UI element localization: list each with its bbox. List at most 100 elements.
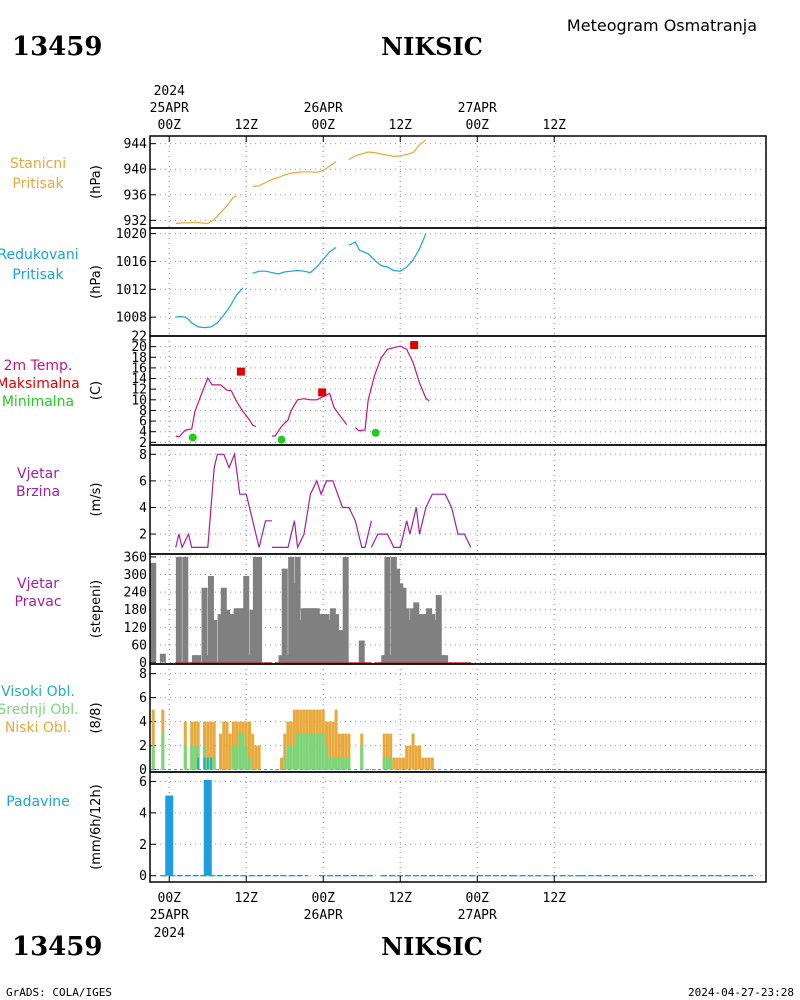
low-cloud-bar: [347, 733, 351, 770]
y-tick-label: 10: [131, 393, 147, 408]
direction-bar: [381, 655, 388, 663]
chart-title: Meteogram Osmatranja: [567, 16, 757, 35]
time-tick-bottom: 12Z: [389, 891, 413, 906]
direction-bar: [310, 608, 317, 663]
panel-label: Vjetar: [17, 576, 59, 592]
panel-vjetar-brzina: 2 4 6 8 (m/s) Vjetar Brzina: [16, 444, 767, 555]
high-cloud-bar: [206, 757, 209, 770]
y-tick-label: 1016: [116, 255, 147, 270]
low-cloud-bar: [212, 721, 216, 770]
low-cloud-bar: [219, 733, 223, 770]
panel-padavine: 0 2 4 6 (mm/6h/12h) Padavine: [6, 771, 767, 884]
mid-cloud-bar: [286, 745, 290, 770]
series-line: [271, 392, 348, 437]
mid-cloud-bar: [385, 757, 389, 770]
series-line: [252, 161, 337, 188]
y-tick-label: 300: [124, 568, 147, 583]
time-tick-bottom: 12Z: [235, 891, 259, 906]
panel-label: Brzina: [16, 484, 60, 500]
time-tick-top: 12Z: [235, 118, 259, 133]
low-cloud-bar: [408, 745, 412, 770]
series-line: [348, 233, 427, 272]
panel-label: Pritisak: [12, 267, 64, 283]
footer-left: GrADS: COLA/IGES: [6, 986, 112, 999]
low-cloud-bar: [405, 745, 409, 770]
low-cloud-bar: [395, 757, 399, 770]
time-tick-bottom: 00Z: [312, 891, 336, 906]
y-tick-label: 120: [124, 621, 147, 636]
time-tick-top: 00Z: [158, 118, 182, 133]
low-cloud-bar: [206, 721, 210, 770]
day-label-top: 25APR: [150, 101, 189, 116]
min-temp-marker: [277, 435, 286, 444]
direction-bar: [236, 608, 243, 663]
min-temp-marker: [371, 428, 380, 437]
mid-cloud-bar: [389, 757, 393, 770]
year-label-top: 2024: [154, 84, 185, 99]
direction-bar: [220, 587, 227, 663]
direction-bar: [336, 630, 343, 663]
mid-cloud-bar: [308, 733, 312, 770]
y-tick-label: 2: [139, 436, 147, 451]
precip-bar: [203, 779, 212, 876]
panel-label: Maksimalna: [0, 376, 80, 392]
low-cloud-bar: [257, 745, 261, 770]
time-tick-top: 12Z: [389, 118, 413, 133]
direction-bar: [387, 655, 394, 663]
y-tick-label: 4: [139, 425, 147, 440]
y-tick-label: 1020: [116, 227, 147, 242]
direction-bar: [256, 556, 263, 663]
time-tick-top: 12Z: [543, 118, 567, 133]
max-temp-marker: [318, 388, 327, 397]
direction-bar: [297, 620, 304, 663]
low-cloud-bar: [247, 721, 251, 770]
mid-cloud-bar: [344, 757, 348, 770]
y-tick-label: 18: [131, 351, 147, 366]
panel-label: Visoki Obl.: [1, 684, 75, 700]
mid-cloud-bar: [305, 733, 309, 770]
low-cloud-bar: [331, 721, 335, 770]
low-cloud-bar: [151, 709, 155, 770]
min-temp-marker: [188, 433, 197, 442]
day-label-bottom: 26APR: [304, 908, 343, 923]
day-label-top: 27APR: [458, 101, 497, 116]
y-tick-label: 14: [131, 372, 147, 387]
direction-bar: [390, 556, 397, 663]
station-name-bottom: NIKSIC: [381, 932, 483, 961]
series-line: [271, 479, 372, 550]
y-tick-label: 944: [124, 137, 148, 152]
low-cloud-bar: [430, 757, 434, 770]
mid-cloud-bar: [183, 745, 187, 770]
panel-label: Minimalna: [2, 394, 74, 410]
low-cloud-bar: [421, 757, 425, 770]
low-cloud-bar: [382, 733, 386, 770]
high-cloud-bar: [209, 757, 212, 770]
low-cloud-bar: [222, 721, 226, 770]
direction-bar: [281, 568, 288, 663]
mid-cloud-bar: [321, 733, 325, 770]
mid-cloud-bar: [328, 757, 332, 770]
direction-bar: [288, 556, 295, 663]
station-name-top: NIKSIC: [381, 32, 483, 61]
low-cloud-bar: [334, 709, 338, 770]
high-cloud-bar: [203, 757, 206, 770]
direction-bar: [182, 556, 189, 663]
low-cloud-bar: [251, 733, 255, 770]
panel-label: Stanicni: [10, 156, 66, 172]
panel-label: Srednji Obl.: [0, 702, 79, 718]
panels: 00Z 00Z 12Z 12Z 00Z 00Z 12Z 12Z 00Z 00Z 12Z 12Z 25AP…: [0, 84, 767, 941]
max-temp-marker: [410, 341, 419, 350]
time-tick-bottom: 00Z: [158, 891, 182, 906]
time-tick-top: 00Z: [466, 118, 490, 133]
direction-bar: [410, 608, 417, 663]
series-line: [175, 376, 257, 438]
direction-bar: [240, 608, 247, 663]
y-tick-label: 0: [139, 763, 147, 778]
low-cloud-bar: [344, 733, 348, 770]
direction-bar: [432, 620, 439, 663]
direction-bar: [159, 653, 166, 663]
direction-bar: [217, 614, 224, 663]
y-tick-label: 0: [139, 656, 147, 671]
low-cloud-bar: [418, 745, 421, 770]
